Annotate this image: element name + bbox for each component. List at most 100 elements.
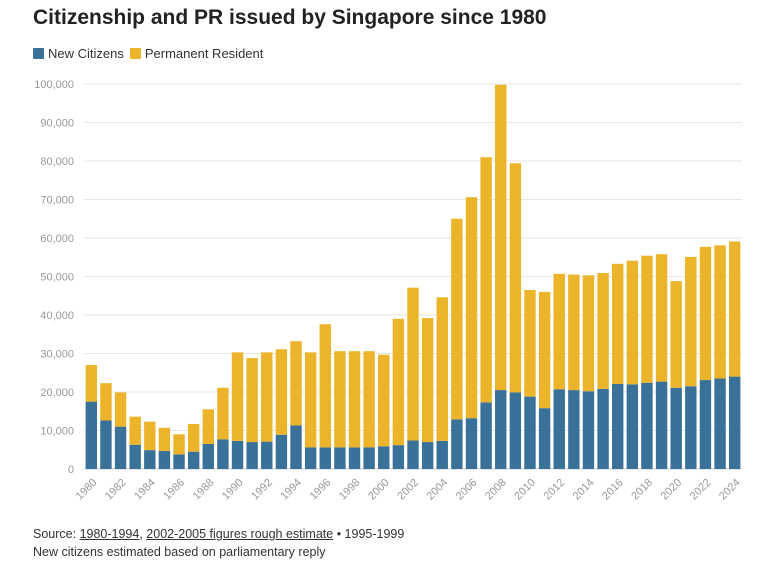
legend-item-permanent-resident[interactable]: Permanent Resident	[129, 46, 263, 61]
bar-new-citizens-1994[interactable]	[290, 425, 302, 469]
bar-permanent-resident-1998[interactable]	[348, 351, 361, 448]
bar-new-citizens-1986[interactable]	[173, 454, 185, 469]
bar-new-citizens-1982[interactable]	[114, 426, 127, 469]
bar-permanent-resident-1986[interactable]	[173, 434, 185, 455]
bar-permanent-resident-2022[interactable]	[699, 246, 712, 381]
bar-new-citizens-2017[interactable]	[626, 384, 639, 469]
bar-permanent-resident-2010[interactable]	[524, 289, 536, 397]
bar-permanent-resident-2013[interactable]	[568, 274, 580, 391]
bar-new-citizens-2004[interactable]	[436, 440, 448, 469]
bar-new-citizens-2003[interactable]	[421, 442, 434, 469]
bar-new-citizens-2002[interactable]	[407, 440, 419, 469]
bar-new-citizens-2001[interactable]	[392, 445, 405, 469]
source-link-2002-2005[interactable]: 2002-2005 figures rough estimate	[146, 527, 334, 541]
bar-new-citizens-2009[interactable]	[509, 392, 522, 469]
x-tick-label: 1992	[249, 477, 275, 503]
bar-new-citizens-1997[interactable]	[334, 447, 346, 469]
bar-permanent-resident-2007[interactable]	[480, 157, 492, 403]
bar-new-citizens-1992[interactable]	[261, 441, 273, 469]
bar-new-citizens-2024[interactable]	[728, 376, 741, 469]
bar-new-citizens-2019[interactable]	[655, 381, 668, 469]
bar-new-citizens-2018[interactable]	[641, 382, 653, 469]
bar-new-citizens-1996[interactable]	[319, 447, 331, 469]
bar-permanent-resident-2021[interactable]	[685, 256, 697, 387]
bar-new-citizens-1984[interactable]	[144, 450, 156, 469]
bar-new-citizens-2010[interactable]	[524, 396, 536, 469]
bar-new-citizens-2006[interactable]	[465, 418, 478, 469]
bar-permanent-resident-1981[interactable]	[100, 383, 112, 421]
bar-permanent-resident-2008[interactable]	[495, 84, 507, 391]
bar-permanent-resident-2004[interactable]	[436, 297, 448, 441]
bar-permanent-resident-2024[interactable]	[728, 241, 741, 377]
bar-new-citizens-2014[interactable]	[582, 391, 595, 469]
bar-permanent-resident-1999[interactable]	[363, 351, 375, 448]
bar-permanent-resident-2018[interactable]	[641, 255, 653, 383]
bar-permanent-resident-1997[interactable]	[334, 351, 346, 448]
bar-new-citizens-1998[interactable]	[348, 447, 361, 469]
bar-new-citizens-1993[interactable]	[275, 434, 288, 469]
bar-permanent-resident-2019[interactable]	[655, 254, 668, 382]
bar-permanent-resident-1983[interactable]	[129, 416, 141, 445]
bar-new-citizens-2000[interactable]	[378, 446, 390, 469]
x-tick-label: 1984	[132, 477, 158, 503]
bar-permanent-resident-2015[interactable]	[597, 273, 609, 389]
bar-permanent-resident-1996[interactable]	[319, 324, 331, 448]
bar-permanent-resident-1984[interactable]	[144, 421, 156, 451]
x-tick-label: 2010	[512, 477, 538, 503]
bar-permanent-resident-2009[interactable]	[509, 163, 522, 393]
bar-permanent-resident-1982[interactable]	[114, 392, 127, 427]
bar-permanent-resident-1990[interactable]	[231, 352, 244, 441]
bar-new-citizens-1999[interactable]	[363, 447, 375, 469]
bar-permanent-resident-1987[interactable]	[187, 423, 200, 452]
bar-permanent-resident-1980[interactable]	[85, 365, 98, 402]
bar-permanent-resident-1991[interactable]	[246, 358, 258, 443]
bar-permanent-resident-2012[interactable]	[553, 273, 565, 390]
bar-permanent-resident-2014[interactable]	[582, 275, 595, 392]
bar-new-citizens-2021[interactable]	[685, 386, 697, 469]
bar-new-citizens-1985[interactable]	[158, 450, 171, 469]
bar-new-citizens-2015[interactable]	[597, 388, 609, 469]
bar-new-citizens-1989[interactable]	[217, 439, 229, 469]
bar-new-citizens-2007[interactable]	[480, 402, 492, 469]
bar-new-citizens-1981[interactable]	[100, 420, 112, 469]
legend-item-new-citizens[interactable]: New Citizens	[33, 46, 124, 61]
bar-new-citizens-2016[interactable]	[612, 383, 624, 469]
bar-new-citizens-2020[interactable]	[670, 387, 682, 469]
bar-permanent-resident-1989[interactable]	[217, 387, 229, 440]
bar-new-citizens-1995[interactable]	[304, 447, 317, 469]
bar-permanent-resident-2002[interactable]	[407, 287, 419, 441]
bar-permanent-resident-2006[interactable]	[465, 197, 478, 419]
y-tick-label: 100,000	[34, 79, 74, 91]
bar-new-citizens-1983[interactable]	[129, 444, 141, 469]
y-tick-label: 90,000	[40, 118, 74, 130]
bar-permanent-resident-1994[interactable]	[290, 341, 302, 426]
bar-permanent-resident-1988[interactable]	[202, 409, 214, 444]
bar-permanent-resident-2016[interactable]	[612, 263, 624, 384]
bar-new-citizens-1980[interactable]	[85, 401, 98, 469]
x-tick-label: 2022	[688, 477, 714, 503]
bar-permanent-resident-2023[interactable]	[714, 245, 726, 379]
bar-permanent-resident-2001[interactable]	[392, 318, 405, 446]
bar-permanent-resident-2020[interactable]	[670, 281, 682, 388]
bar-new-citizens-1987[interactable]	[187, 451, 200, 469]
bar-new-citizens-2022[interactable]	[699, 380, 712, 469]
bar-new-citizens-2008[interactable]	[495, 390, 507, 469]
bar-new-citizens-2012[interactable]	[553, 389, 565, 469]
bar-new-citizens-2005[interactable]	[451, 419, 463, 469]
bar-permanent-resident-2000[interactable]	[378, 354, 390, 447]
bar-new-citizens-1991[interactable]	[246, 442, 258, 469]
bar-new-citizens-2013[interactable]	[568, 390, 580, 469]
bar-new-citizens-2011[interactable]	[538, 408, 551, 469]
bar-new-citizens-1988[interactable]	[202, 443, 214, 469]
bar-permanent-resident-1985[interactable]	[158, 427, 171, 451]
bar-permanent-resident-2011[interactable]	[538, 291, 551, 409]
bar-new-citizens-1990[interactable]	[231, 440, 244, 469]
bar-permanent-resident-2003[interactable]	[421, 318, 434, 443]
bar-permanent-resident-1993[interactable]	[275, 349, 288, 435]
bar-permanent-resident-2017[interactable]	[626, 260, 639, 385]
bar-permanent-resident-2005[interactable]	[451, 218, 463, 420]
bar-permanent-resident-1992[interactable]	[261, 352, 273, 442]
bar-permanent-resident-1995[interactable]	[304, 352, 317, 448]
source-link-1980-1994[interactable]: 1980-1994	[79, 527, 140, 541]
bar-new-citizens-2023[interactable]	[714, 378, 726, 469]
